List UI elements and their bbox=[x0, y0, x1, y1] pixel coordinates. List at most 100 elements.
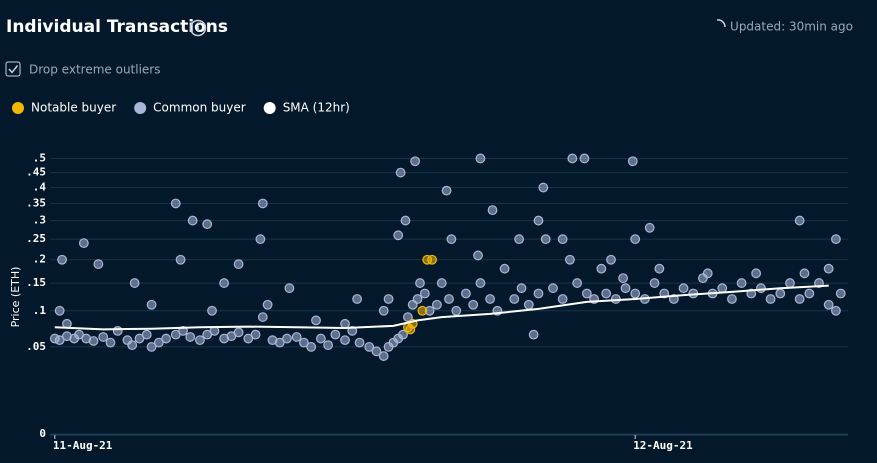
point bbox=[565, 254, 575, 265]
point bbox=[654, 263, 665, 274]
point bbox=[233, 259, 244, 270]
point bbox=[451, 305, 462, 316]
sma-line bbox=[54, 284, 829, 331]
y-axis-label: Price (ETH) bbox=[9, 267, 22, 328]
point bbox=[306, 341, 317, 352]
point bbox=[775, 288, 786, 299]
legend-swatch bbox=[263, 102, 276, 114]
point bbox=[823, 263, 834, 274]
point bbox=[727, 294, 737, 304]
point bbox=[371, 346, 382, 357]
point bbox=[567, 153, 578, 164]
point bbox=[649, 278, 660, 288]
point bbox=[323, 340, 333, 351]
point bbox=[291, 332, 302, 342]
point bbox=[596, 263, 607, 274]
point bbox=[436, 278, 447, 288]
y-tick-label: .25 bbox=[26, 232, 46, 245]
point bbox=[572, 278, 583, 288]
point bbox=[233, 327, 244, 338]
point bbox=[601, 288, 612, 299]
point bbox=[378, 305, 389, 316]
legend-label: Common buyer bbox=[153, 101, 246, 115]
point bbox=[398, 329, 408, 340]
point bbox=[794, 294, 805, 304]
point bbox=[354, 337, 365, 348]
point bbox=[54, 335, 65, 346]
point bbox=[405, 324, 416, 335]
point bbox=[487, 205, 498, 216]
point bbox=[257, 312, 268, 322]
point bbox=[538, 182, 549, 193]
point bbox=[485, 294, 496, 304]
point bbox=[509, 294, 520, 304]
point bbox=[441, 185, 452, 196]
point bbox=[702, 268, 713, 279]
y-tick-label: .05 bbox=[26, 340, 46, 353]
point bbox=[540, 234, 551, 245]
checkbox-label[interactable]: Drop extreme outliers bbox=[29, 63, 161, 77]
updated: Updated: 30min ago bbox=[730, 20, 853, 34]
x-tick-label: 12-Aug-21 bbox=[633, 439, 693, 452]
point bbox=[514, 234, 525, 245]
point bbox=[93, 259, 104, 270]
point bbox=[274, 337, 285, 348]
point bbox=[620, 283, 631, 294]
point bbox=[153, 337, 164, 348]
y-tick-label: .4 bbox=[33, 181, 47, 194]
point bbox=[717, 283, 728, 294]
y-tick-label: .5 bbox=[33, 151, 46, 164]
point bbox=[400, 215, 411, 226]
y-tick-label: .35 bbox=[26, 196, 46, 209]
point bbox=[533, 215, 544, 226]
point bbox=[516, 283, 527, 294]
point bbox=[765, 294, 776, 304]
point bbox=[606, 254, 616, 265]
info-icon[interactable] bbox=[189, 19, 207, 37]
spinner bbox=[716, 19, 726, 28]
point bbox=[548, 283, 558, 294]
point bbox=[378, 351, 389, 361]
point bbox=[195, 335, 205, 346]
point bbox=[804, 288, 815, 299]
point bbox=[630, 288, 641, 299]
point bbox=[54, 305, 65, 316]
point bbox=[756, 283, 766, 294]
point bbox=[170, 198, 181, 209]
point bbox=[444, 294, 454, 304]
point bbox=[831, 234, 841, 245]
point bbox=[395, 167, 406, 178]
legend-swatch bbox=[12, 102, 24, 114]
point bbox=[785, 278, 795, 288]
point bbox=[340, 335, 350, 346]
point bbox=[557, 294, 568, 304]
point bbox=[98, 332, 109, 342]
point bbox=[127, 340, 138, 351]
y-tick-label: 0 bbox=[39, 427, 46, 440]
point bbox=[581, 288, 592, 299]
point bbox=[330, 329, 341, 340]
y-tick-label: .2 bbox=[33, 253, 46, 266]
point bbox=[523, 299, 534, 310]
point bbox=[250, 329, 261, 340]
point bbox=[533, 288, 544, 299]
point bbox=[644, 222, 655, 233]
point bbox=[78, 238, 89, 248]
point bbox=[112, 326, 123, 336]
point bbox=[284, 283, 295, 294]
point bbox=[255, 234, 266, 245]
y-tick-label: .1 bbox=[33, 304, 47, 317]
legend-swatch bbox=[134, 102, 147, 114]
y-tick-label: .15 bbox=[26, 276, 46, 289]
point bbox=[415, 278, 425, 288]
point bbox=[627, 156, 638, 167]
point bbox=[340, 318, 350, 329]
point bbox=[88, 336, 99, 346]
checkbox[interactable] bbox=[5, 61, 21, 77]
point bbox=[383, 294, 394, 304]
point bbox=[299, 337, 309, 348]
x-tick-label: 11-Aug-21 bbox=[53, 439, 113, 452]
point bbox=[352, 294, 363, 304]
point bbox=[187, 215, 198, 226]
